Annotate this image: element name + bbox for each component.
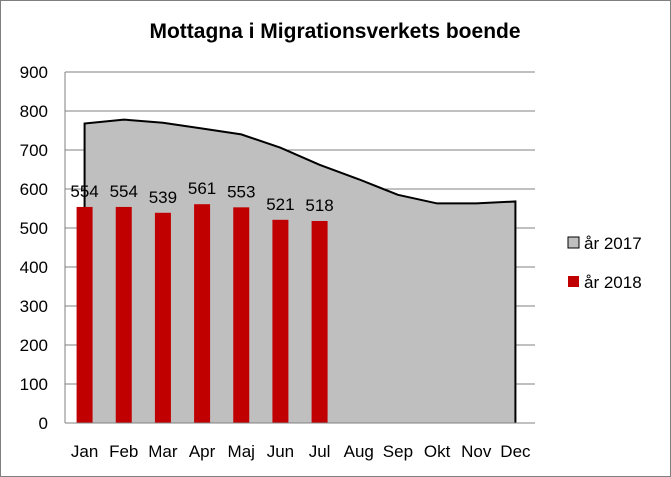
legend-label: år 2017 bbox=[584, 234, 642, 253]
area-series-2017 bbox=[84, 119, 516, 423]
bar-2018-apr bbox=[194, 204, 211, 423]
data-label: 521 bbox=[266, 195, 294, 214]
area-series-2017-outline bbox=[83, 118, 517, 423]
y-tick-label: 100 bbox=[20, 375, 48, 394]
legend-swatch-bar bbox=[568, 276, 579, 287]
y-tick-label: 900 bbox=[20, 63, 48, 82]
bar-2018-jan bbox=[76, 206, 93, 423]
data-label: 561 bbox=[188, 179, 216, 198]
data-label: 518 bbox=[305, 196, 333, 215]
y-tick-label: 700 bbox=[20, 141, 48, 160]
y-tick-label: 500 bbox=[20, 219, 48, 238]
y-tick-label: 300 bbox=[20, 297, 48, 316]
y-tick-label: 800 bbox=[20, 102, 48, 121]
x-tick-label: Jul bbox=[309, 442, 331, 461]
data-label: 539 bbox=[149, 188, 177, 207]
data-label: 554 bbox=[110, 182, 138, 201]
y-tick-label: 400 bbox=[20, 258, 48, 277]
x-tick-label: Okt bbox=[424, 442, 451, 461]
x-tick-label: Feb bbox=[109, 442, 138, 461]
y-tick-label: 200 bbox=[20, 336, 48, 355]
x-tick-label: Jun bbox=[267, 442, 294, 461]
bar-2018-jul bbox=[311, 220, 328, 423]
bar-2018-feb bbox=[115, 206, 132, 423]
x-tick-label: Nov bbox=[461, 442, 492, 461]
x-tick-label: Sep bbox=[383, 442, 413, 461]
bar-2018-maj bbox=[233, 207, 250, 423]
data-label: 553 bbox=[227, 182, 255, 201]
x-tick-label: Jan bbox=[71, 442, 98, 461]
y-tick-label: 600 bbox=[20, 180, 48, 199]
bar-2018-mar bbox=[154, 212, 171, 423]
legend-label: år 2018 bbox=[584, 273, 642, 292]
x-tick-label: Apr bbox=[189, 442, 216, 461]
x-tick-label: Maj bbox=[228, 442, 255, 461]
chart-title: Mottagna i Migrationsverkets boende bbox=[149, 20, 520, 43]
x-tick-label: Dec bbox=[500, 442, 531, 461]
data-label: 554 bbox=[70, 182, 98, 201]
plot-area: 554 554 539 561 553 521 518 0 100 200 300 400 500 600… bbox=[20, 63, 535, 461]
bar-2018-jun bbox=[272, 219, 289, 423]
x-tick-label: Aug bbox=[344, 442, 374, 461]
legend-swatch-area bbox=[567, 236, 580, 249]
y-tick-label: 0 bbox=[39, 414, 48, 433]
legend: år 2017 år 2018 bbox=[567, 234, 642, 292]
x-tick-label: Mar bbox=[148, 442, 178, 461]
